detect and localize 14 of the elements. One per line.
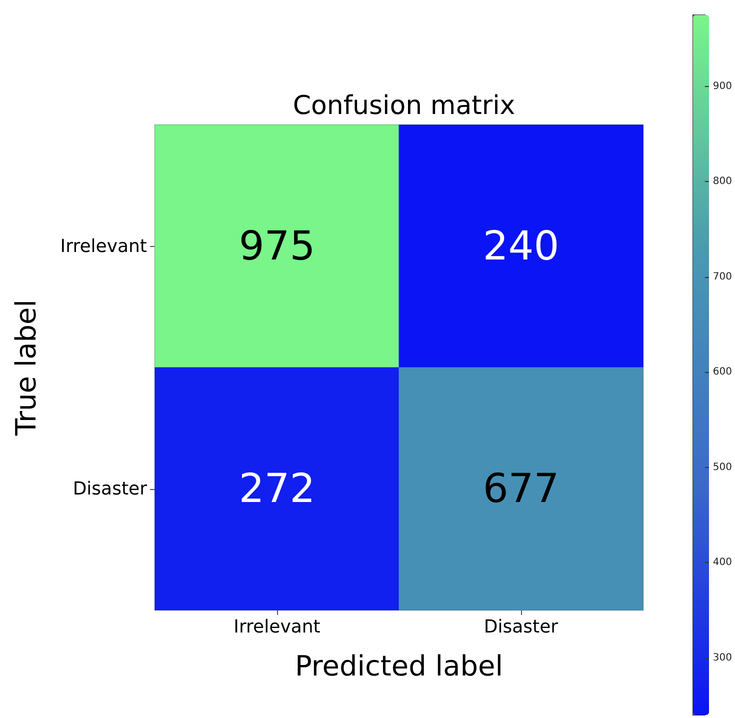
color-bar-label: 400 xyxy=(712,557,732,568)
data-label: 975 xyxy=(238,223,316,270)
color-bar-label: 800 xyxy=(712,176,732,188)
data-label: 240 xyxy=(482,223,560,270)
color-bar-label: 600 xyxy=(712,366,732,378)
x-axis-title: Predicted label xyxy=(294,650,504,682)
chart-title: Confusion matrix xyxy=(292,91,516,121)
color-bar-label: 500 xyxy=(712,462,732,473)
data-label: 677 xyxy=(482,466,560,512)
color-bar-label: 700 xyxy=(712,271,732,282)
y-axis-title: True label xyxy=(10,299,42,437)
data-label: 272 xyxy=(238,466,316,512)
color-bar-label: 300 xyxy=(712,652,732,664)
color-bar-label: 900 xyxy=(712,80,732,92)
